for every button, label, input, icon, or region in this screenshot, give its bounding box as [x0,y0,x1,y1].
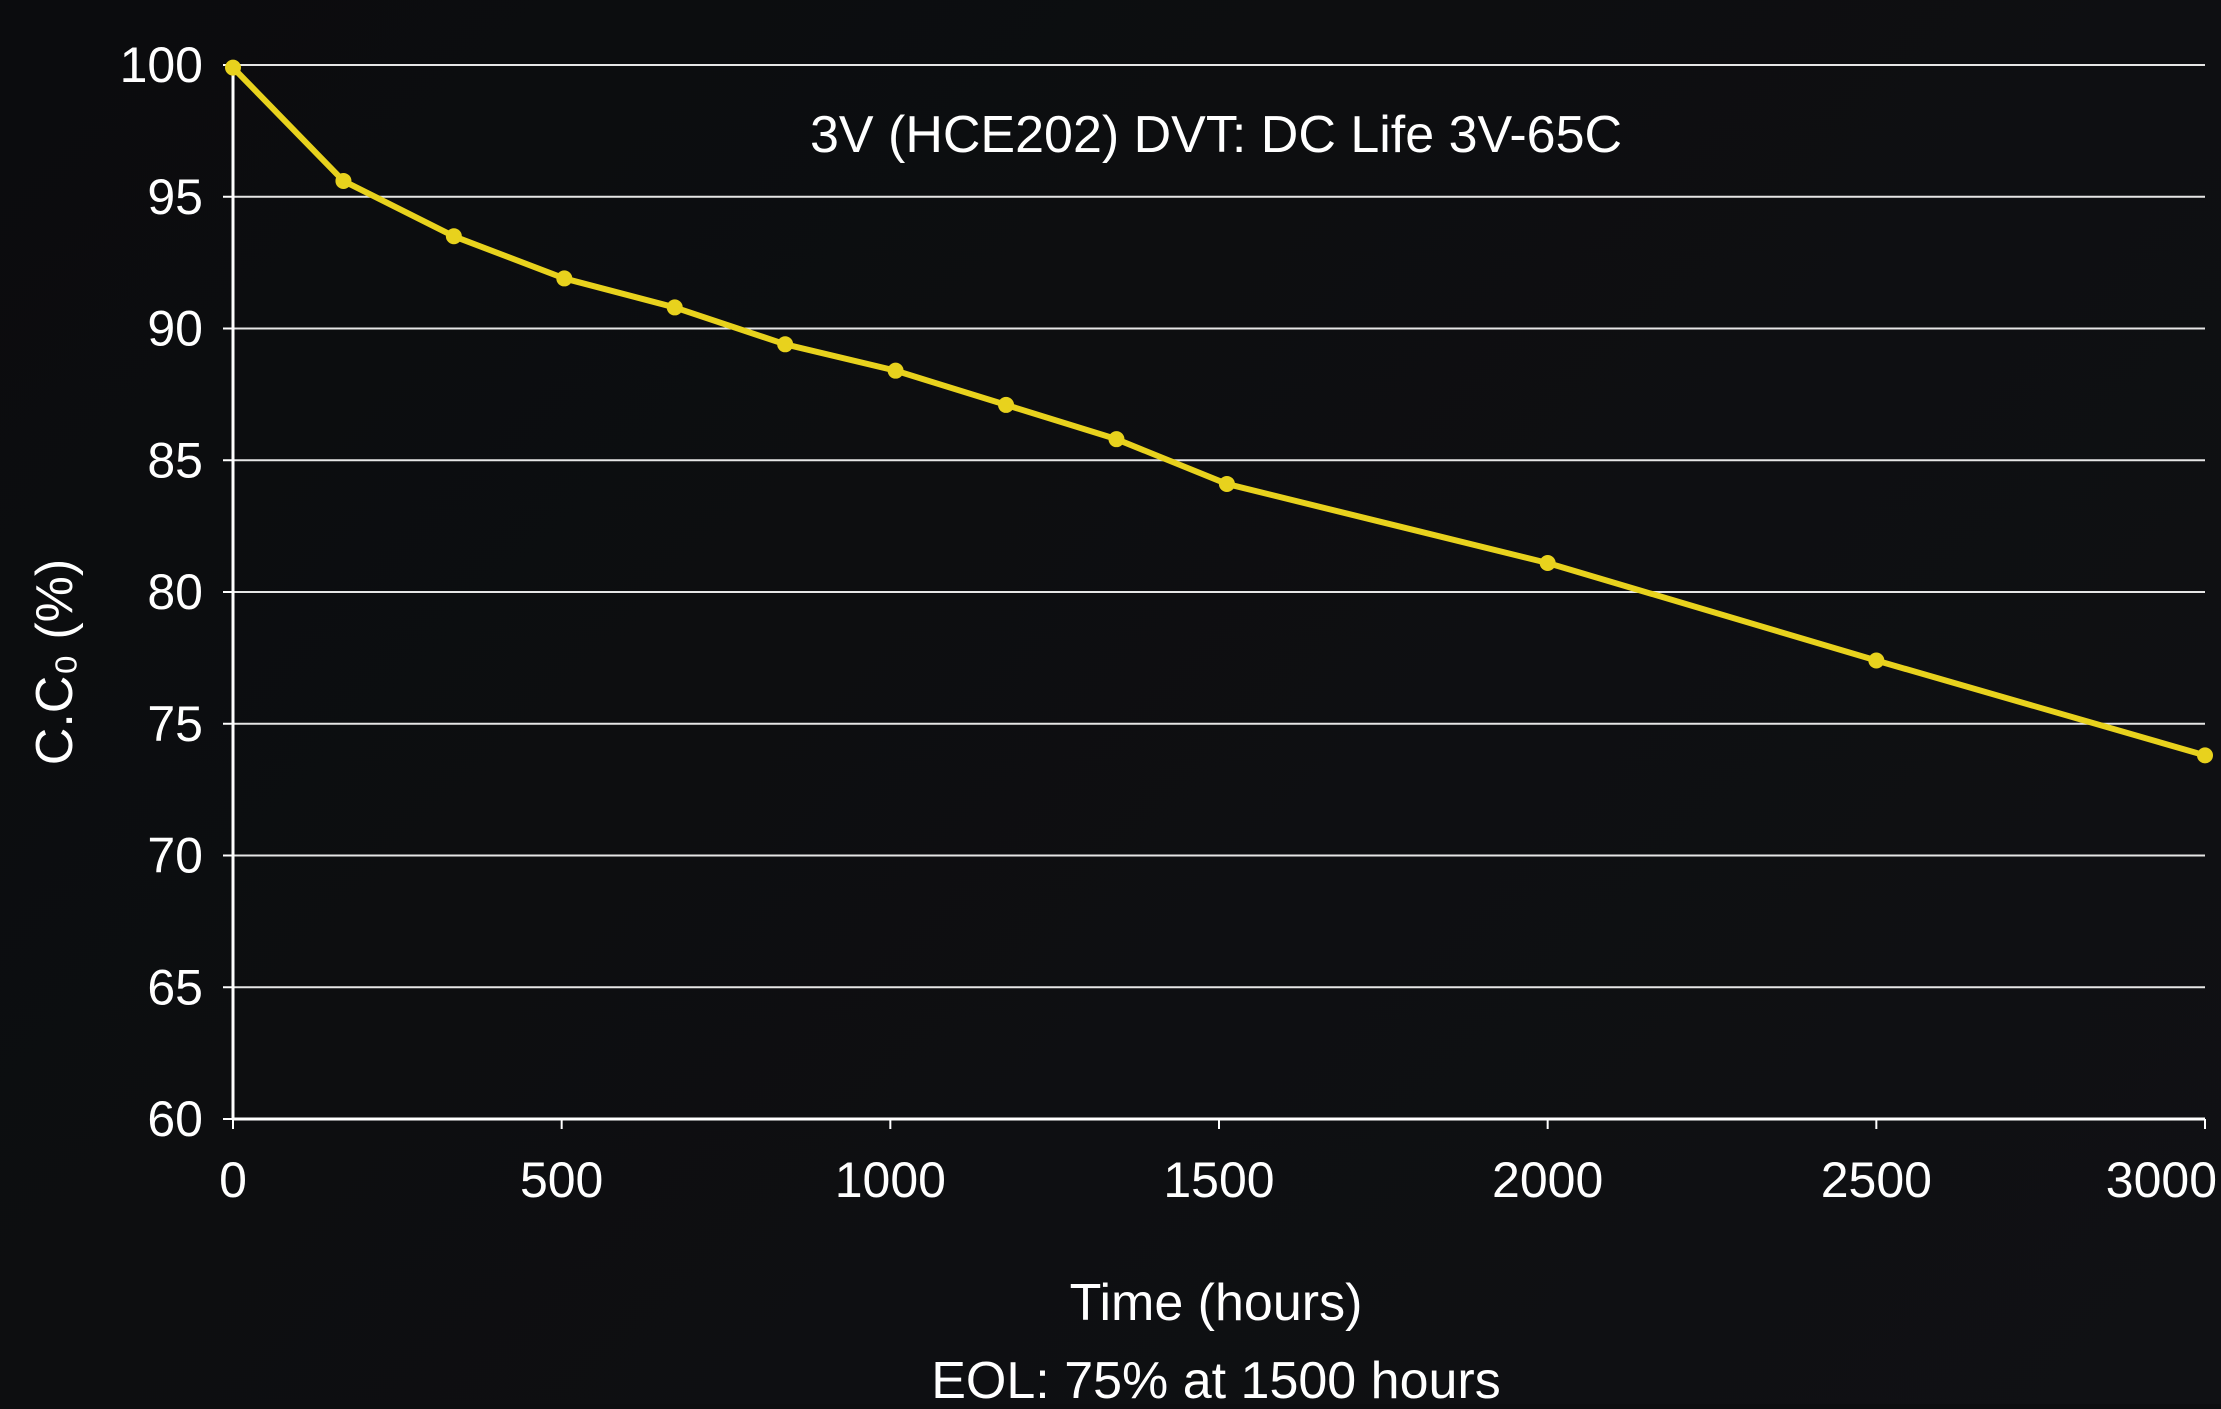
eol-note: EOL: 75% at 1500 hours [931,1352,1501,1404]
y-tick-label-60: 60 [147,1091,203,1147]
chart-title: 3V (HCE202) DVT: DC Life 3V-65C [810,106,1622,164]
y-tick-label-70: 70 [147,828,203,884]
data-point-0-1 [335,172,352,189]
x-tick-label-0: 0 [219,1152,247,1208]
data-point-0-10 [1539,555,1556,572]
x-tick-label-3000: 3000 [2106,1152,2217,1208]
data-point-0-11 [1868,652,1885,669]
x-tick-label-2000: 2000 [1492,1152,1603,1208]
y-tick-label-95: 95 [147,169,203,225]
data-point-0-9 [1218,475,1235,492]
y-tick-label-65: 65 [147,959,203,1015]
data-point-0-2 [445,228,462,245]
axes [223,64,2206,1129]
x-axis-label: Time (hours) [1070,1274,1363,1332]
data-point-0-0 [225,59,241,76]
data-point-0-12 [2197,747,2213,764]
data-point-0-7 [998,396,1015,413]
x-tick-label-1500: 1500 [1163,1152,1274,1208]
data-point-0-4 [666,299,683,316]
x-tick-label-1000: 1000 [835,1152,946,1208]
x-tick-label-2500: 2500 [1821,1152,1932,1208]
y-tick-label-90: 90 [147,301,203,357]
series-line-0 [230,64,2208,759]
grid-lines [233,64,2205,989]
y-tick-label-100: 100 [120,37,203,93]
x-tick-label-500: 500 [520,1152,603,1208]
y-axis-label: C.C₀ (%) [26,559,84,765]
data-point-0-3 [556,270,573,287]
data-point-0-8 [1108,431,1125,448]
data-point-0-5 [777,336,794,353]
data-point-0-6 [887,362,904,379]
series [225,59,2213,764]
y-tick-label-80: 80 [147,564,203,620]
y-tick-label-75: 75 [147,696,203,752]
y-tick-label-85: 85 [147,432,203,488]
